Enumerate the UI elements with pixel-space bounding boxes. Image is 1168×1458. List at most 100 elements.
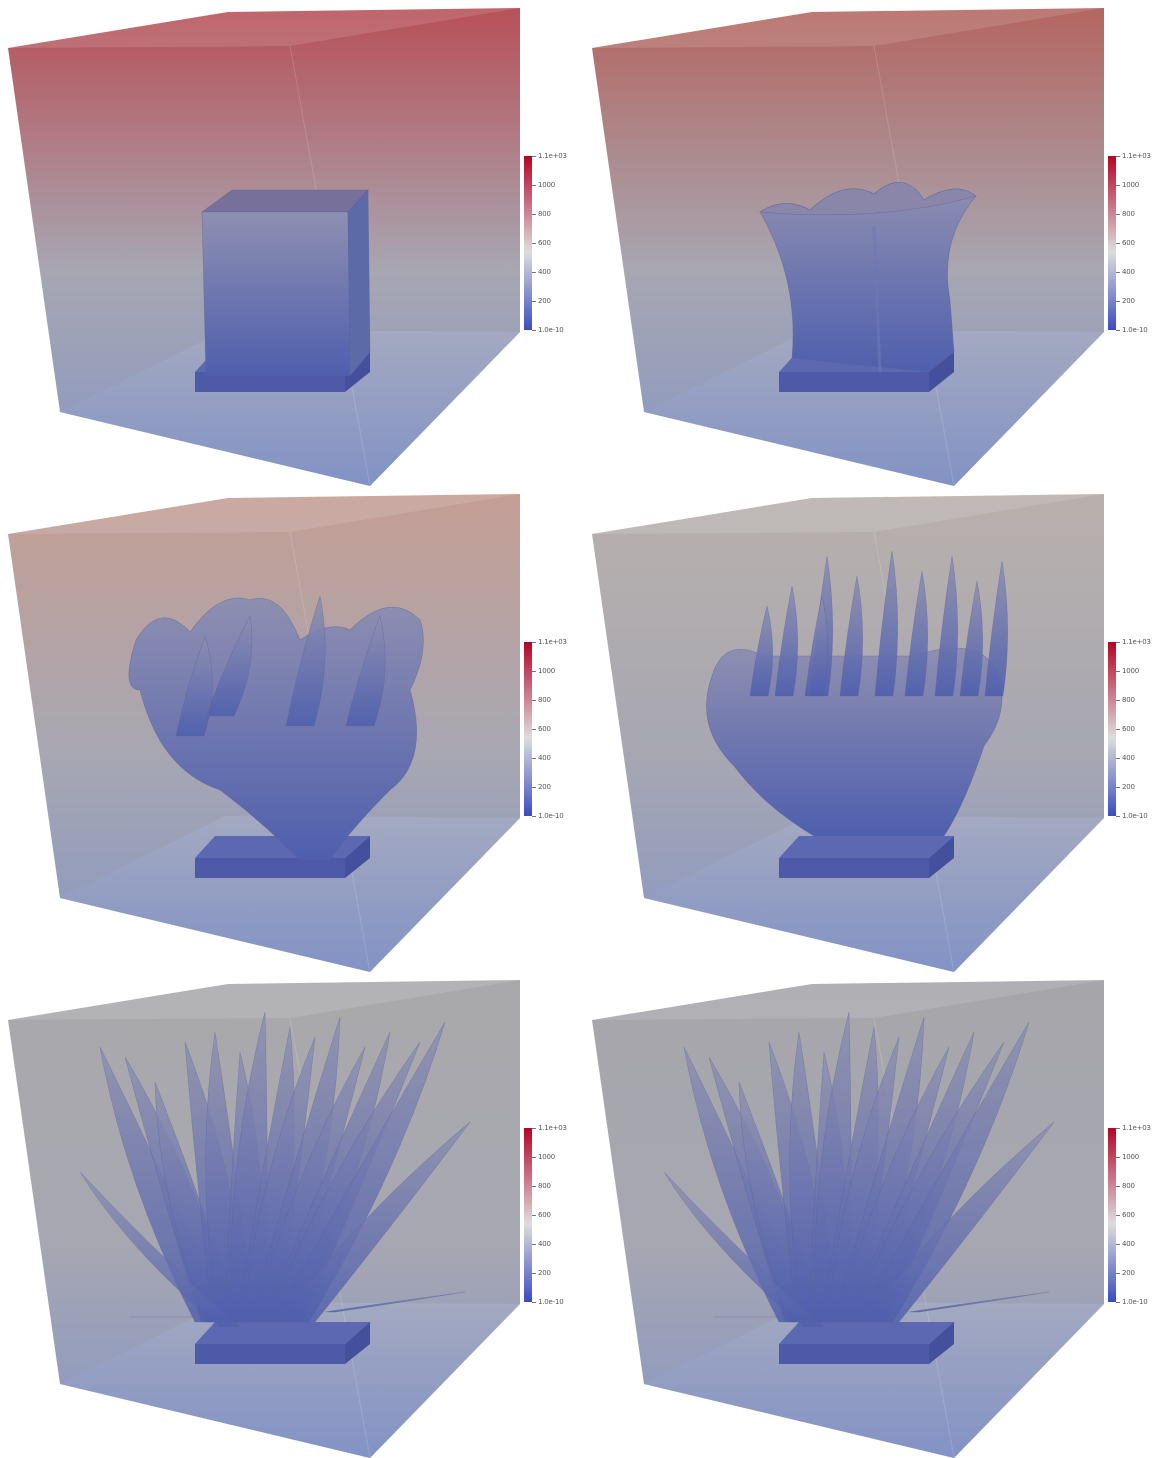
colorbar	[524, 1128, 532, 1302]
colorbar-tick	[532, 729, 536, 730]
colorbar-tick	[1116, 700, 1120, 701]
colorbar-label: 1.0e-10	[1122, 326, 1148, 334]
deformed-object	[128, 595, 424, 861]
colorbar-tick	[532, 1273, 536, 1274]
colorbar-tick	[532, 758, 536, 759]
domain-box-render	[8, 494, 520, 972]
colorbar-tick	[1116, 758, 1120, 759]
deformed-object	[706, 550, 1008, 837]
colorbar-tick	[532, 816, 536, 817]
colorbar-tick	[1116, 1273, 1120, 1274]
colorbar-label: 600	[1122, 239, 1135, 247]
deformed-object	[663, 1011, 1055, 1328]
colorbar-label: 1000	[1122, 181, 1140, 189]
colorbar-tick	[532, 330, 536, 331]
colorbar-label: 400	[538, 268, 551, 276]
colorbar-label: 600	[1122, 1211, 1135, 1219]
domain-box-render	[592, 980, 1104, 1458]
colorbar-tick	[532, 214, 536, 215]
domain-floor	[60, 1302, 520, 1458]
colorbar-tick	[1116, 787, 1120, 788]
colorbar-gradient	[524, 642, 532, 816]
render-panel-3: 1.1e+03 1000 800 600 400 200 1.0e-10	[0, 486, 584, 972]
colorbar-tick	[1116, 816, 1120, 817]
colorbar-tick	[532, 272, 536, 273]
domain-floor	[644, 1302, 1104, 1458]
colorbar-label: 1.0e-10	[538, 812, 564, 820]
colorbar-tick	[1116, 1244, 1120, 1245]
domain-box-render	[592, 494, 1104, 972]
render-panel-5: 1.1e+03 1000 800 600 400 200 1.0e-10	[0, 972, 584, 1458]
colorbar-label: 1.0e-10	[1122, 812, 1148, 820]
colorbar-gradient	[524, 156, 532, 330]
colorbar-tick	[532, 787, 536, 788]
domain-box-render	[592, 8, 1104, 486]
colorbar	[1108, 642, 1116, 816]
colorbar-tick	[1116, 243, 1120, 244]
colorbar-label: 1.1e+03	[1122, 152, 1151, 160]
colorbar-label: 800	[538, 696, 551, 704]
colorbar-tick	[1116, 272, 1120, 273]
colorbar-label: 400	[538, 1240, 551, 1248]
colorbar-tick	[1116, 214, 1120, 215]
deformed-object	[759, 182, 977, 373]
colorbar-label: 1000	[1122, 667, 1140, 675]
colorbar-gradient	[524, 1128, 532, 1302]
colorbar-label: 400	[1122, 1240, 1135, 1248]
colorbar-label: 1.1e+03	[538, 152, 567, 160]
base-pedestal	[779, 836, 954, 878]
render-panel-6: 1.1e+03 1000 800 600 400 200 1.0e-10	[584, 972, 1168, 1458]
colorbar-label: 400	[1122, 754, 1135, 762]
colorbar-tick	[532, 1244, 536, 1245]
colorbar-label: 1.1e+03	[1122, 1124, 1151, 1132]
colorbar-label: 200	[1122, 297, 1135, 305]
colorbar-tick	[1116, 330, 1120, 331]
colorbar-label: 800	[1122, 210, 1135, 218]
base-pedestal	[779, 1322, 954, 1364]
colorbar-label: 1000	[1122, 1153, 1140, 1161]
colorbar-tick	[1116, 1302, 1120, 1303]
domain-box-render	[8, 8, 520, 486]
colorbar	[1108, 1128, 1116, 1302]
render-panel-1: 1.1e+03 1000 800 600 400 200 1.0e-10	[0, 0, 584, 486]
colorbar-label: 600	[538, 725, 551, 733]
colorbar-label: 1.0e-10	[538, 326, 564, 334]
colorbar-tick	[532, 243, 536, 244]
colorbar-gradient	[1108, 1128, 1116, 1302]
colorbar-tick	[532, 1128, 536, 1129]
colorbar-tick	[1116, 1128, 1120, 1129]
domain-floor	[644, 330, 1104, 486]
colorbar-tick	[532, 700, 536, 701]
colorbar-label: 1000	[538, 181, 556, 189]
colorbar	[524, 156, 532, 330]
colorbar-tick	[532, 1186, 536, 1187]
colorbar-tick	[532, 185, 536, 186]
colorbar-label: 1000	[538, 667, 556, 675]
colorbar-label: 800	[1122, 696, 1135, 704]
domain-floor	[60, 330, 520, 486]
colorbar-tick	[1116, 671, 1120, 672]
colorbar-tick	[1116, 642, 1120, 643]
colorbar-tick	[532, 301, 536, 302]
colorbar-label: 200	[1122, 1269, 1135, 1277]
colorbar-tick	[1116, 301, 1120, 302]
colorbar-tick	[532, 1302, 536, 1303]
colorbar-label: 1.1e+03	[538, 1124, 567, 1132]
colorbar-label: 400	[1122, 268, 1135, 276]
domain-floor	[60, 816, 520, 972]
colorbar-tick	[1116, 185, 1120, 186]
colorbar-label: 600	[538, 1211, 551, 1219]
colorbar-tick	[532, 671, 536, 672]
colorbar-tick	[532, 642, 536, 643]
colorbar-label: 600	[1122, 725, 1135, 733]
domain-box-render	[8, 980, 520, 1458]
base-pedestal	[195, 1322, 370, 1364]
colorbar-label: 800	[538, 210, 551, 218]
colorbar-tick	[1116, 1157, 1120, 1158]
colorbar-tick	[532, 156, 536, 157]
colorbar-label: 1.0e-10	[1122, 1298, 1148, 1306]
domain-floor	[644, 816, 1104, 972]
colorbar	[1108, 156, 1116, 330]
colorbar-label: 1.1e+03	[1122, 638, 1151, 646]
render-panel-4: 1.1e+03 1000 800 600 400 200 1.0e-10	[584, 486, 1168, 972]
